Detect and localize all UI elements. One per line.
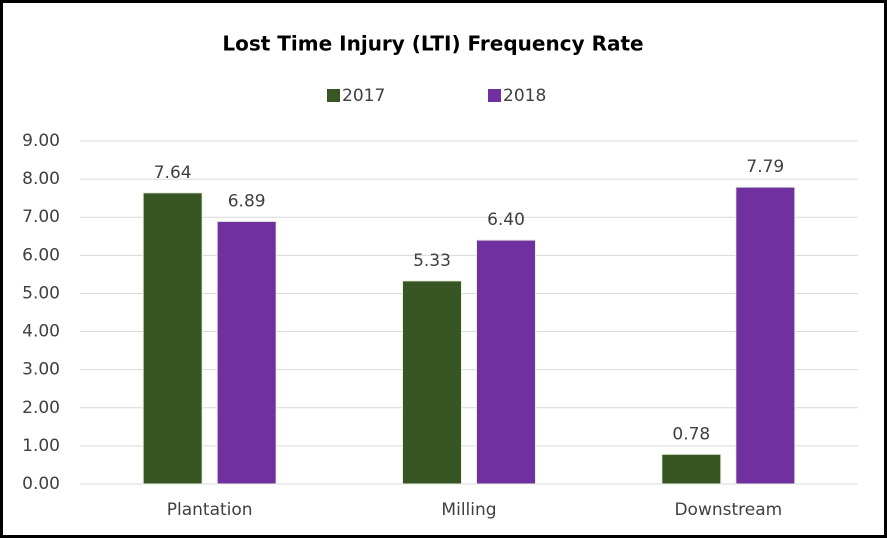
legend-swatch xyxy=(488,89,501,102)
bar xyxy=(216,220,277,485)
y-tick-label: 7.00 xyxy=(22,207,60,227)
data-label: 5.33 xyxy=(413,251,451,271)
data-label: 0.78 xyxy=(672,424,710,444)
y-tick-label: 3.00 xyxy=(22,360,60,380)
bar xyxy=(661,453,722,485)
bar xyxy=(735,186,796,485)
y-tick-label: 9.00 xyxy=(22,131,60,151)
y-tick-label: 2.00 xyxy=(22,398,60,418)
x-tick-label: Plantation xyxy=(167,500,253,520)
y-tick-label: 4.00 xyxy=(22,322,60,342)
data-label: 6.40 xyxy=(487,210,525,230)
bar xyxy=(402,280,462,485)
legend-label: 2018 xyxy=(503,86,546,106)
y-tick-label: 1.00 xyxy=(22,436,60,456)
x-tick-label: Milling xyxy=(441,500,496,520)
y-tick-label: 6.00 xyxy=(22,245,60,265)
y-tick-label: 8.00 xyxy=(22,169,60,189)
chart-title: Lost Time Injury (LTI) Frequency Rate xyxy=(222,32,643,56)
bar xyxy=(476,239,536,485)
data-label: 6.89 xyxy=(228,191,266,211)
legend-label: 2017 xyxy=(342,86,385,106)
y-tick-label: 0.00 xyxy=(22,474,60,494)
x-tick-label: Downstream xyxy=(674,500,782,520)
legend-swatch xyxy=(327,89,340,102)
data-label: 7.79 xyxy=(746,157,784,177)
bar xyxy=(142,192,203,485)
y-tick-label: 5.00 xyxy=(22,283,60,303)
data-label: 7.64 xyxy=(154,163,192,183)
